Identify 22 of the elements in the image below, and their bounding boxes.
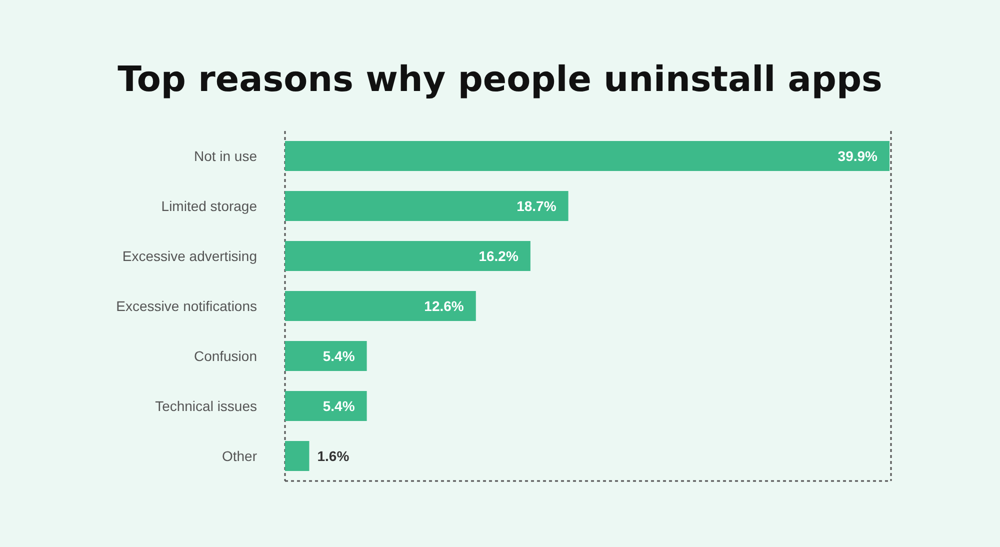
data-label: 39.9%	[838, 148, 878, 164]
y-tick-label: Technical issues	[155, 398, 257, 414]
bar	[285, 241, 530, 271]
bar	[285, 391, 367, 421]
y-tick-label: Excessive notifications	[116, 298, 257, 314]
y-tick-label: Other	[222, 448, 258, 464]
data-label: 16.2%	[478, 248, 519, 264]
y-tick-label: Limited storage	[161, 198, 258, 214]
data-label: 18.7%	[516, 198, 557, 214]
data-label: 1.6%	[317, 448, 350, 464]
data-label: 5.4%	[322, 398, 356, 414]
bar	[285, 141, 890, 171]
bar	[285, 291, 476, 321]
y-tick-label: Not in use	[194, 148, 258, 164]
data-label: 12.6%	[424, 298, 464, 314]
bar	[285, 191, 568, 221]
y-tick-label: Excessive advertising	[122, 248, 257, 264]
bar	[285, 441, 310, 471]
data-label: 5.4%	[322, 348, 356, 364]
chart-title: Top reasons why people uninstall apps	[116, 60, 884, 100]
y-tick-label: Confusion	[194, 348, 257, 364]
bar	[285, 341, 367, 371]
